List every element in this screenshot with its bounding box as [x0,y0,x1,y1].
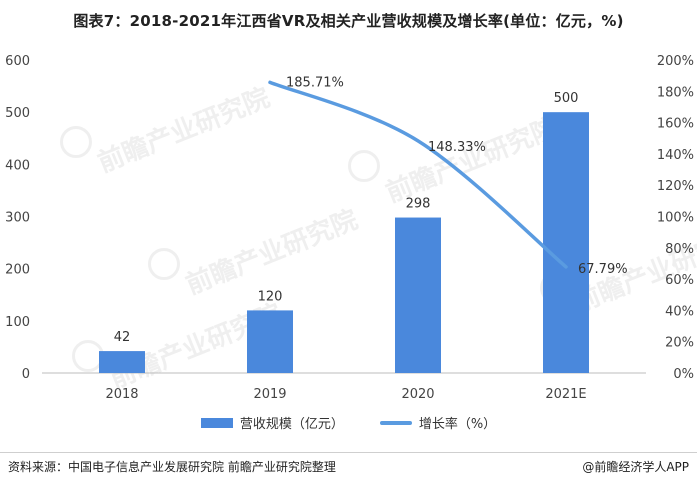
line-data-label: 67.79% [578,262,628,277]
y-right-tick-label: 120% [657,179,694,194]
legend-bar-swatch [200,417,233,428]
y-left-tick-label: 200 [5,263,30,278]
source-note: 资料来源：中国电子信息产业发展研究院 前瞻产业研究院整理 [8,460,336,474]
y-right-tick-label: 160% [657,117,694,132]
x-tick-label: 2018 [105,387,138,402]
y-left-tick-label: 100 [5,315,30,330]
chart-title: 图表7：2018-2021年江西省VR及相关产业营收规模及增长率(单位：亿元，%… [73,12,624,30]
legend-label-growth: 增长率（%） [418,417,497,432]
bar-data-label: 500 [554,91,579,106]
y-left-tick-label: 400 [5,158,30,173]
y-right-tick-label: 80% [665,242,694,257]
legend-label-revenue: 营收规模（亿元） [239,417,344,432]
bar-data-label: 298 [406,197,431,212]
y-right-tick-label: 180% [657,85,694,100]
x-tick-label: 2019 [253,387,286,402]
bar-data-label: 120 [258,289,283,304]
legend-item-revenue: 营收规模（亿元） [200,413,344,432]
line-data-label: 148.33% [428,140,486,155]
y-left-tick-label: 500 [5,106,30,121]
growth-line [268,80,568,269]
y-right-tick-label: 20% [665,336,694,351]
chart-legend: 营收规模（亿元） 增长率（%） [0,413,697,432]
legend-item-growth: 增长率（%） [379,413,497,432]
bar-data-label: 42 [114,330,131,345]
y-right-tick-label: 140% [657,148,694,163]
bar [99,351,145,373]
y-right-tick-label: 0% [673,367,694,382]
chart-area: 0 100 200 300 400 500 600 0% 20% 40% 60% 80% 100% 120… [5,54,694,402]
brand-credit: @前瞻经济学人APP [582,460,689,474]
x-tick-label: 2020 [401,387,434,402]
legend-line-swatch [379,420,412,425]
bar [247,310,293,373]
y-left-tick-label: 600 [5,54,30,69]
y-left-tick-label: 0 [22,367,30,382]
x-tick-label: 2021E [545,387,586,402]
y-right-tick-label: 40% [665,304,694,319]
y-left-tick-label: 300 [5,211,30,226]
y-right-tick-label: 100% [657,211,694,226]
bar [395,217,441,373]
y-right-tick-label: 200% [657,54,694,69]
bar [543,112,589,374]
y-right-tick-label: 60% [665,273,694,288]
footer: 资料来源：中国电子信息产业发展研究院 前瞻产业研究院整理 @前瞻经济学人APP [0,452,697,475]
line-data-label: 185.71% [286,75,344,90]
